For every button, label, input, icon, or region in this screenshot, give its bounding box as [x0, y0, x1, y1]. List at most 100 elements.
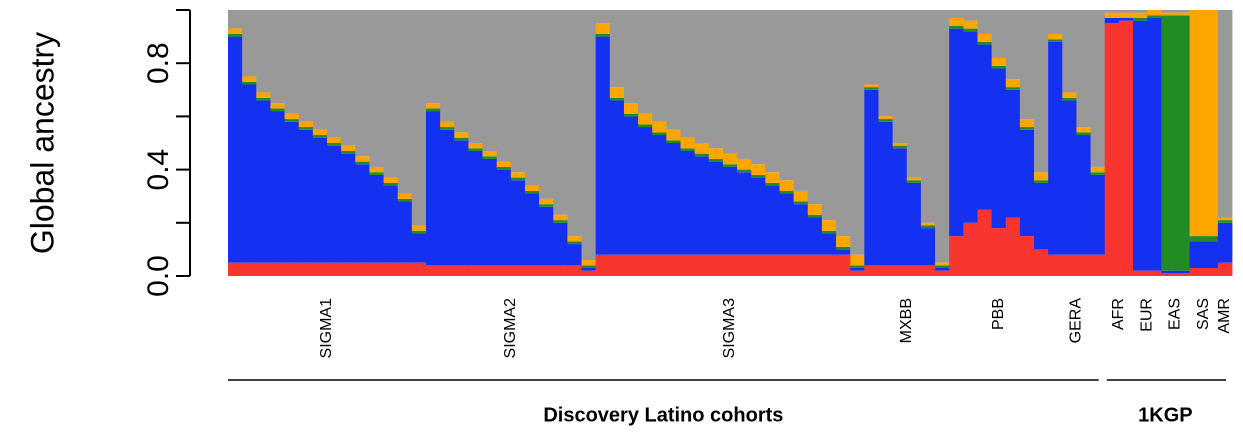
group-label: Discovery Latino cohorts — [543, 404, 783, 426]
ancestry-segment — [1175, 270, 1190, 274]
ancestry-segment — [1019, 236, 1035, 276]
ancestry-segment — [1076, 10, 1091, 128]
ancestry-segment — [878, 265, 894, 276]
ancestry-segment — [482, 10, 498, 151]
ancestry-segment — [1048, 33, 1063, 40]
ancestry-segment — [1189, 241, 1205, 269]
ancestry-segment — [567, 244, 582, 266]
ancestry-segment — [1019, 127, 1035, 130]
ancestry-segment — [341, 145, 356, 151]
ancestry-segment — [892, 265, 908, 276]
ancestry-segment — [991, 228, 1007, 276]
ancestry-segment — [284, 119, 300, 122]
ancestry-segment — [256, 97, 271, 101]
ancestry-segment — [369, 174, 384, 263]
ancestry-segment — [383, 177, 399, 183]
ancestry-segment — [581, 265, 597, 269]
ancestry-segment — [355, 10, 370, 157]
ancestry-segment — [737, 254, 752, 276]
ancestry-segment — [1118, 17, 1134, 21]
ancestry-segment — [312, 262, 328, 276]
ancestry-segment — [567, 10, 582, 237]
ancestry-segment — [228, 262, 243, 276]
ancestry-segment — [821, 230, 837, 234]
ancestry-segment — [751, 164, 766, 175]
ancestry-segment — [878, 10, 894, 117]
ancestry-segment — [369, 10, 384, 167]
ancestry-segment — [836, 236, 851, 247]
ancestry-segment — [793, 10, 809, 191]
ancestry-segment — [1090, 10, 1106, 167]
ancestry-segment — [341, 150, 356, 154]
ancestry-segment — [510, 10, 526, 173]
ancestry-segment — [638, 127, 653, 255]
ancestry-segment — [807, 214, 823, 218]
ancestry-segment — [821, 254, 837, 276]
ancestry-segment — [892, 143, 908, 146]
ancestry-segment — [411, 230, 427, 234]
ancestry-segment — [708, 161, 724, 255]
ancestry-segment — [425, 103, 441, 109]
ancestry-segment — [581, 270, 597, 276]
ancestry-segment — [1147, 15, 1162, 18]
ancestry-segment — [284, 113, 300, 120]
ancestry-segment — [454, 265, 469, 276]
ancestry-segment — [496, 161, 512, 167]
ancestry-segment — [722, 164, 738, 167]
ancestry-segment — [1034, 249, 1049, 276]
ancestry-segment — [638, 113, 653, 125]
ancestry-segment — [1034, 172, 1049, 181]
ancestry-segment — [298, 121, 314, 128]
ancestry-segment — [326, 262, 342, 276]
ancestry-segment — [242, 262, 257, 276]
ancestry-segment — [963, 10, 978, 21]
ancestry-segment — [765, 172, 780, 183]
ancestry-segment — [1062, 97, 1077, 101]
ancestry-segment — [468, 265, 483, 276]
ancestry-segment — [524, 10, 540, 186]
ancestry-segment — [326, 137, 342, 143]
ancestry-segment — [411, 233, 427, 263]
ancestry-segment — [553, 214, 568, 221]
ancestry-segment — [666, 140, 681, 143]
ancestry-segment — [468, 148, 483, 151]
ancestry-segment — [1062, 254, 1077, 276]
ancestry-segment — [850, 268, 865, 271]
cohort-label: PBB — [990, 298, 1007, 330]
ancestry-segment — [567, 241, 582, 245]
ancestry-segment — [1133, 20, 1148, 271]
ancestry-segment — [341, 262, 356, 276]
cohort-label: AFR — [1110, 298, 1127, 330]
ancestry-segment — [779, 10, 795, 181]
ancestry-segment — [242, 84, 257, 263]
ancestry-segment — [850, 270, 865, 276]
cohort-label: GERA — [1068, 298, 1085, 344]
ancestry-segment — [991, 10, 1007, 58]
ancestry-segment — [949, 17, 964, 26]
ancestry-segment — [864, 89, 879, 266]
ancestry-segment — [1189, 236, 1205, 242]
ancestry-segment — [1217, 10, 1233, 218]
ancestry-segment — [496, 169, 512, 266]
ancestry-segment — [581, 268, 597, 271]
ancestry-segment — [595, 254, 611, 276]
ancestry-segment — [440, 121, 455, 128]
ancestry-segment — [425, 111, 441, 266]
ancestry-segment — [1161, 10, 1176, 13]
ancestry-segment — [850, 10, 865, 255]
ancestry-segment — [312, 10, 328, 130]
ancestry-segment — [652, 10, 667, 122]
ancestry-segment — [906, 182, 922, 266]
ancestry-segment — [539, 204, 554, 207]
ancestry-segment — [1062, 92, 1077, 98]
ancestry-segment — [454, 140, 469, 266]
ancestry-segment — [935, 262, 950, 266]
ancestry-segment — [751, 254, 766, 276]
ancestry-segment — [694, 143, 710, 154]
ancestry-segment — [1019, 119, 1035, 128]
ancestry-segment — [1217, 222, 1233, 263]
ancestry-segment — [256, 262, 271, 276]
ancestry-segment — [821, 10, 837, 221]
ancestry-segment — [1217, 220, 1233, 223]
ancestry-segment — [383, 10, 399, 178]
